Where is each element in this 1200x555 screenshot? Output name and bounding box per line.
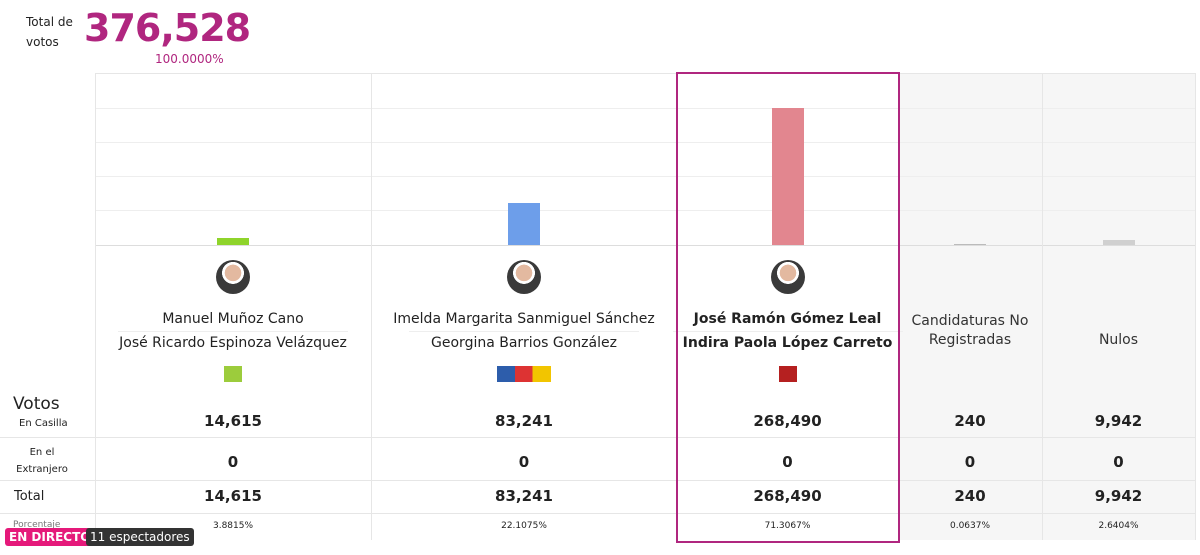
candidate-photo — [216, 260, 250, 294]
grid-line — [95, 108, 1195, 109]
grid-line — [95, 142, 1195, 143]
viewers-badge: 11 espectadores — [86, 528, 194, 546]
name-divider — [118, 331, 348, 332]
total-votes: 240 — [954, 487, 986, 505]
column-border — [1195, 73, 1196, 540]
party-logo — [497, 366, 551, 382]
candidate-name: Imelda Margarita Sanmiguel Sánchez — [393, 311, 655, 327]
extranjero-votes: 0 — [964, 453, 976, 471]
bar — [1102, 239, 1135, 245]
total-row-label: Total — [14, 489, 45, 504]
percent: 3.8815% — [212, 521, 254, 531]
candidate-name: Indira Paola López Carreto — [682, 335, 893, 351]
casilla-votes: 83,241 — [495, 412, 553, 430]
column-border — [1042, 73, 1043, 540]
percent: 2.6404% — [1098, 521, 1139, 531]
total-votes: 83,241 — [495, 487, 553, 505]
party-logo — [778, 366, 797, 382]
candidate-name: José Ricardo Espinoza Velázquez — [119, 335, 347, 351]
top-border — [95, 73, 1195, 74]
grid-line — [95, 210, 1195, 211]
casilla-votes: 240 — [954, 412, 986, 430]
percent: 71.3067% — [764, 521, 811, 531]
total-votes: 268,490 — [753, 487, 822, 505]
highlight-box — [676, 72, 900, 543]
casilla-votes: 14,615 — [204, 412, 262, 430]
casilla-votes: 268,490 — [753, 412, 822, 430]
candidate-name: Georgina Barrios González — [431, 335, 617, 351]
percent: 22.1075% — [501, 521, 547, 531]
column-bg — [898, 73, 1195, 540]
party-logo — [224, 366, 242, 382]
row-line — [0, 437, 1195, 438]
row-line — [0, 480, 1195, 481]
column-name: Candidaturas No Registradas — [911, 313, 1029, 348]
candidate-photo — [507, 260, 541, 294]
extranjero-votes: 0 — [518, 453, 530, 471]
column-border — [371, 73, 372, 540]
grid-line — [95, 176, 1195, 177]
row-line — [0, 513, 1195, 514]
total-votes: 376,528 — [84, 6, 251, 50]
axis-line — [95, 245, 1195, 246]
column-border — [95, 73, 96, 540]
extranjero-label: En el Extranjero — [16, 447, 68, 475]
total-label: Total de votos — [26, 15, 73, 49]
extranjero-votes: 0 — [782, 453, 793, 471]
live-badge: EN DIRECTO — [5, 528, 95, 546]
percent-label: Porcentaje — [13, 520, 61, 530]
extranjero-votes: 0 — [1113, 453, 1124, 471]
total-votes: 9,942 — [1094, 487, 1143, 505]
bar — [771, 108, 804, 245]
name-divider — [409, 331, 639, 332]
candidate-name: Manuel Muñoz Cano — [162, 311, 304, 327]
bar — [217, 237, 249, 245]
total-votes: 14,615 — [204, 487, 262, 505]
bar — [508, 202, 540, 245]
total-percent: 100.0000% — [155, 52, 224, 66]
bar — [954, 244, 986, 245]
candidate-name: José Ramón Gómez Leal — [693, 311, 882, 327]
extranjero-votes: 0 — [227, 453, 239, 471]
casilla-label: En Casilla — [19, 418, 68, 429]
votes-label: Votos — [13, 394, 60, 414]
casilla-votes: 9,942 — [1094, 412, 1143, 430]
column-name: Nulos — [1098, 332, 1139, 348]
candidate-photo — [770, 260, 805, 294]
name-divider — [672, 331, 903, 332]
percent: 0.0637% — [949, 521, 991, 531]
